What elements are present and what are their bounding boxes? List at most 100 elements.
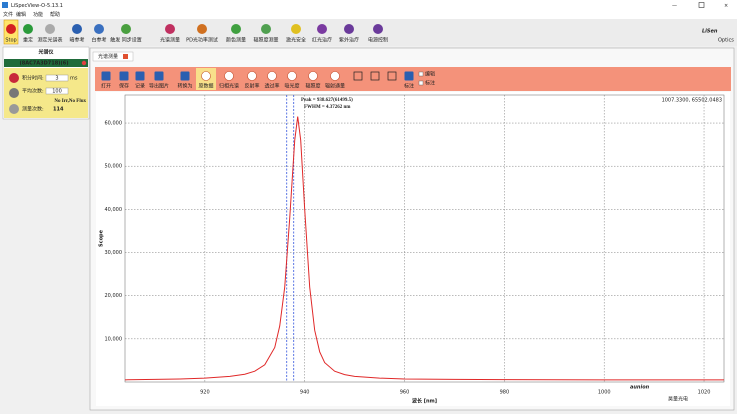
y-axis-label: Scope: [99, 229, 105, 247]
tool-icon[interactable]: [308, 71, 318, 81]
tool-icon[interactable]: [404, 71, 414, 81]
toolbar-label[interactable]: 触发 同步设置: [110, 37, 142, 44]
toolbar-label[interactable]: 白参考: [91, 37, 106, 44]
tool-label[interactable]: 辐射通量: [325, 83, 345, 90]
checkbox-label[interactable]: 编辑: [425, 71, 435, 78]
tool-icon[interactable]: [135, 71, 145, 81]
maximize-button[interactable]: [698, 2, 705, 8]
toolbar-icon[interactable]: [72, 24, 82, 34]
toolbar-icon[interactable]: [291, 24, 301, 34]
toolbar-group: Stop 重定 测定光谱表 暗参考 白参考 触发 同步设置 光谱测量 PD光功率测试 颜色测量辐…: [3, 19, 388, 45]
tool-icon[interactable]: [180, 71, 190, 81]
x-tick-label: 1000: [598, 390, 611, 396]
toolbar-label[interactable]: 颜色测量: [226, 37, 246, 44]
device-panel-title: 光谱仪: [37, 49, 54, 56]
toolbar-icon[interactable]: [261, 24, 271, 34]
toolbar-label[interactable]: 暗参考: [69, 37, 84, 44]
tool-label[interactable]: 归相光谱: [219, 83, 239, 90]
chart-toolbar-group: 打开 保存 记录 导出图片 转换为 原数据 归相光谱 反射率 透过率 吸光度 辐照度 辐射通量 标注 编辑…: [101, 68, 435, 90]
menu-item[interactable]: 文件: [3, 11, 13, 18]
tool-icon[interactable]: [287, 71, 297, 81]
tool-label[interactable]: 吸光度: [284, 83, 299, 90]
tool-label[interactable]: 辐照度: [305, 83, 320, 90]
toolbar-label[interactable]: 激光安全: [286, 37, 306, 44]
tool-label[interactable]: 转换为: [177, 83, 192, 90]
tool-label[interactable]: 原数据: [198, 83, 213, 90]
toolbar-icon[interactable]: [373, 24, 383, 34]
average-icon: [9, 88, 19, 98]
toolbar-icon[interactable]: [45, 24, 55, 34]
status-text: No Irr,No Flux: [54, 99, 86, 104]
toolbar-label[interactable]: 光谱测量: [160, 37, 180, 44]
checkbox-label[interactable]: 标注: [425, 80, 435, 87]
x-tick-label: 1020: [698, 390, 711, 396]
toolbar-label[interactable]: PD光功率测试: [186, 37, 218, 44]
toolbar-icon[interactable]: [231, 24, 241, 34]
tool-label[interactable]: 保存: [119, 83, 129, 90]
toolbar-label[interactable]: Stop: [5, 38, 16, 44]
integration-icon: [9, 73, 19, 83]
average-value[interactable]: 100: [52, 89, 62, 95]
logo-sub: Optics: [718, 38, 734, 44]
tool-icon[interactable]: [119, 71, 129, 81]
zoom-icon[interactable]: [387, 71, 397, 81]
average-input[interactable]: [45, 87, 69, 95]
tool-label[interactable]: 标注: [404, 83, 414, 90]
app-icon: [2, 2, 8, 8]
toolbar-icon[interactable]: [317, 24, 327, 34]
integration-value[interactable]: 3: [55, 76, 58, 82]
tool-label[interactable]: 透过率: [264, 83, 279, 90]
y-tick-label: 40,000: [105, 207, 123, 213]
tool-label[interactable]: 打开: [101, 83, 111, 90]
menu-item[interactable]: 帮助: [50, 11, 60, 18]
x-tick-label: 940: [300, 390, 310, 396]
toolbar-label[interactable]: 测定光谱表: [37, 37, 62, 44]
window-title: LiSpecView-O-5.13.1: [11, 3, 63, 9]
close-button[interactable]: ×: [724, 3, 728, 9]
count-label: 测量次数:: [22, 106, 44, 113]
tool-icon[interactable]: [154, 71, 164, 81]
cursor-readout: 1007.3300, 65502.0483: [662, 98, 722, 104]
toolbar-label[interactable]: 紫外治疗: [339, 37, 359, 44]
watermark-brand: aunion: [630, 385, 650, 391]
tool-icon[interactable]: [224, 71, 234, 81]
count-value: 114: [53, 107, 64, 113]
toolbar-icon[interactable]: [121, 24, 131, 34]
menu-item[interactable]: 功能: [33, 11, 43, 18]
tool-label[interactable]: 导出图片: [149, 83, 169, 90]
toolbar-icon[interactable]: [94, 24, 104, 34]
tool-icon[interactable]: [101, 71, 111, 81]
x-tick-label: 960: [400, 390, 410, 396]
toolbar-label[interactable]: 红光治疗: [312, 37, 332, 44]
tool-icon[interactable]: [267, 71, 277, 81]
peak-annotation: Peak = 938.627(61499.5): [301, 98, 353, 103]
device-close[interactable]: [81, 60, 87, 66]
toolbar-icon[interactable]: [197, 24, 207, 34]
toolbar-icon[interactable]: [344, 24, 354, 34]
toolbar-label[interactable]: 电源控制: [368, 37, 388, 44]
toolbar-icon[interactable]: [6, 24, 16, 34]
logo-name: LiSen: [702, 29, 718, 35]
zoom-icon[interactable]: [353, 71, 363, 81]
tab-close[interactable]: [123, 54, 128, 59]
toolbar-label[interactable]: 重定: [23, 37, 33, 44]
toolbar-label[interactable]: 辐照度测量: [253, 37, 278, 44]
tool-icon[interactable]: [201, 71, 211, 81]
toolbar-icon[interactable]: [23, 24, 33, 34]
tool-label[interactable]: 记录: [135, 83, 145, 90]
tab-label[interactable]: 光谱测量: [98, 53, 118, 60]
menu-item[interactable]: 编辑: [16, 11, 26, 18]
tool-icon[interactable]: [247, 71, 257, 81]
tool-label[interactable]: 反射率: [244, 83, 259, 90]
tab[interactable]: [92, 51, 134, 62]
y-tick-label: 10,000: [105, 336, 123, 342]
integration-label: 积分时间:: [22, 75, 44, 82]
checkbox[interactable]: [418, 71, 424, 77]
minimize-button[interactable]: —: [672, 3, 677, 9]
zoom-icon[interactable]: [370, 71, 380, 81]
tool-icon[interactable]: [330, 71, 340, 81]
integration-input[interactable]: [45, 74, 69, 82]
checkbox[interactable]: [418, 80, 424, 86]
average-label: 平均次数:: [22, 88, 44, 95]
toolbar-icon[interactable]: [165, 24, 175, 34]
